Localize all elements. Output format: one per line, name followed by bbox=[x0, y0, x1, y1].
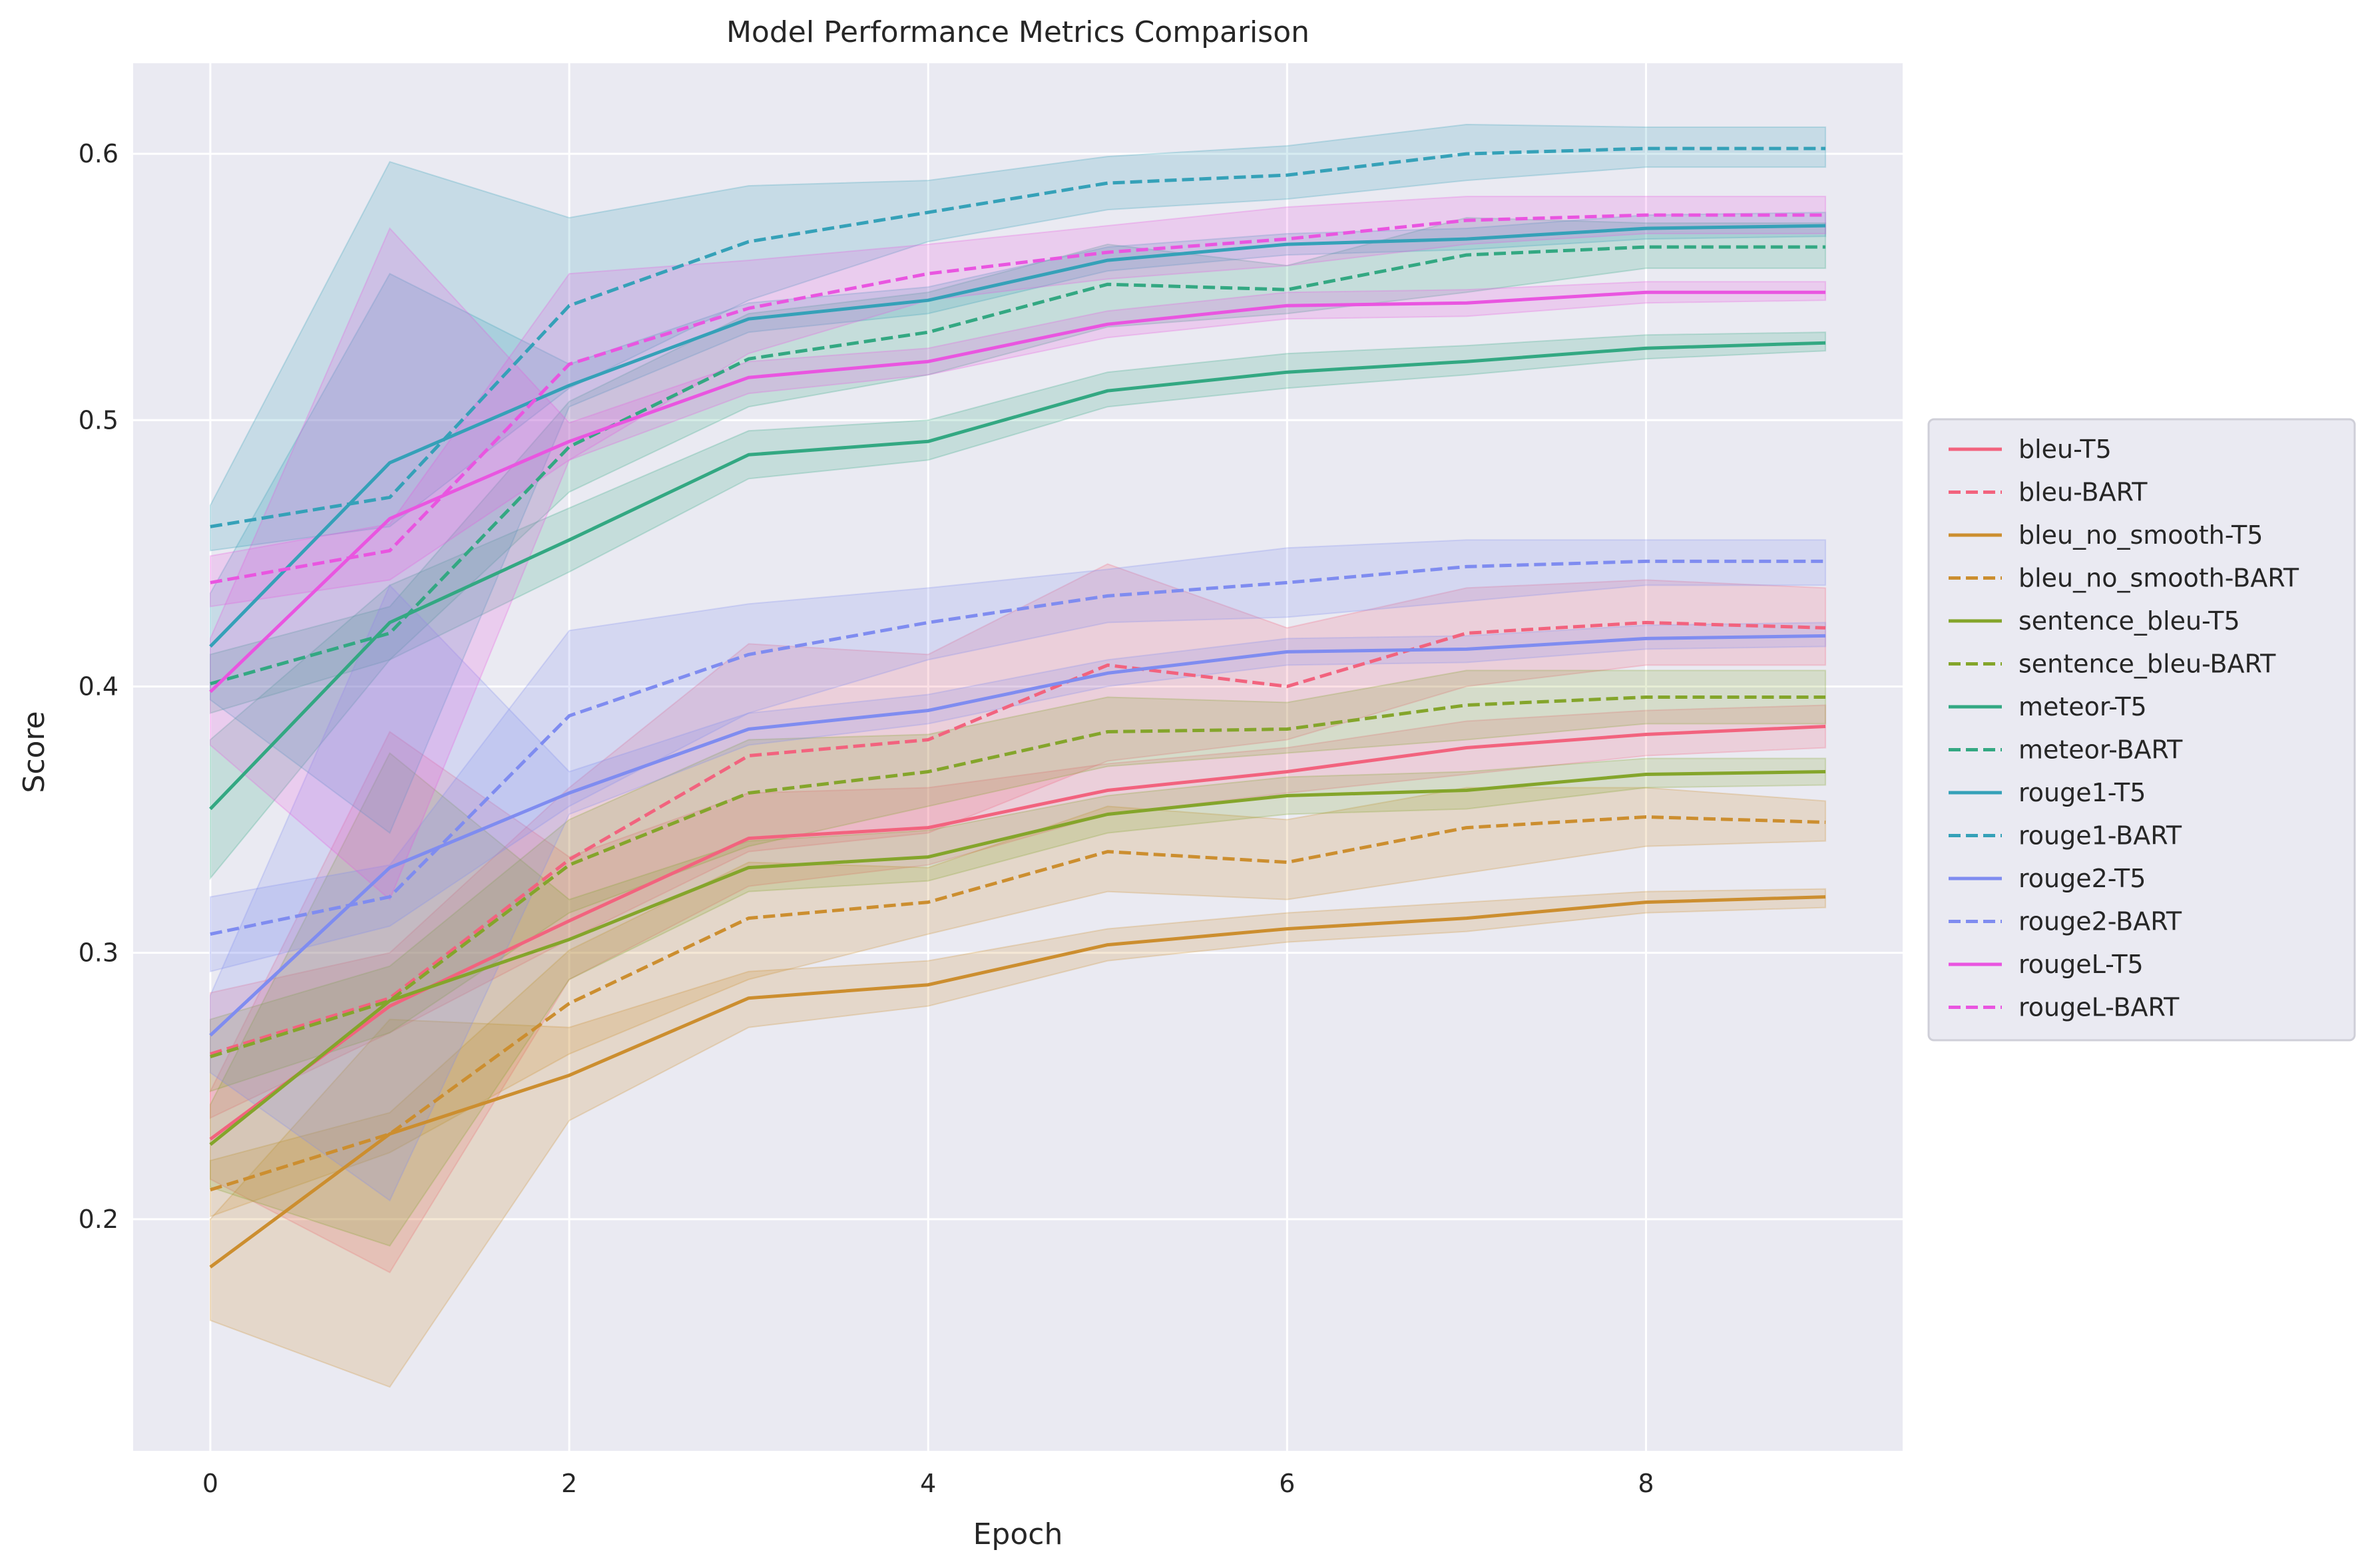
band-sentence-bleu-t5 bbox=[209, 751, 1827, 1247]
series-lines bbox=[209, 146, 1826, 1269]
x-tick-label: 0 bbox=[202, 1469, 218, 1498]
band-rouge2-bart bbox=[209, 539, 1827, 972]
series-line-rougel-t5 bbox=[209, 290, 1826, 693]
grid-lines bbox=[133, 63, 1903, 1451]
y-axis-label: Score bbox=[17, 711, 51, 793]
band-rouge1-bart bbox=[209, 123, 1827, 552]
y-tick-label: 0.6 bbox=[79, 139, 118, 168]
legend-label-rouge2-bart: rouge2-BART bbox=[2018, 907, 2182, 936]
legend-label-sentence-bleu-bart: sentence_bleu-BART bbox=[2018, 650, 2276, 679]
legend-label-rouge2-t5: rouge2-T5 bbox=[2018, 864, 2146, 893]
series-line-rouge1-t5 bbox=[209, 224, 1826, 648]
band-bleu-bart bbox=[209, 563, 1827, 1119]
legend-label-bleu-bart: bleu-BART bbox=[2018, 478, 2148, 507]
band-meteor-t5 bbox=[209, 331, 1827, 881]
series-line-rouge2-t5 bbox=[209, 634, 1826, 1037]
band-sentence-bleu-bart bbox=[209, 670, 1827, 1093]
legend-label-rougel-bart: rougeL-BART bbox=[2018, 993, 2180, 1022]
band-bleu-no-smooth-t5 bbox=[209, 888, 1827, 1388]
series-line-rougel-bart bbox=[210, 213, 1826, 584]
y-tick-label: 0.4 bbox=[79, 672, 118, 701]
series-line-meteor-t5 bbox=[209, 341, 1826, 811]
legend[interactable]: bleu-T5 bleu-BART bleu_no_smooth-T5 bleu_no… bbox=[1927, 418, 2356, 1042]
x-tick-label: 4 bbox=[920, 1469, 936, 1498]
legend-label-rouge1-t5: rouge1-T5 bbox=[2018, 778, 2146, 807]
legend-label-bleu-no-smooth-bart: bleu_no_smooth-BART bbox=[2018, 564, 2299, 593]
x-axis-label: Epoch bbox=[973, 1517, 1063, 1551]
series-line-bleu-no-smooth-t5 bbox=[209, 895, 1826, 1269]
series-line-bleu-no-smooth-bart bbox=[210, 815, 1826, 1192]
series-line-sentence-bleu-bart bbox=[210, 695, 1826, 1059]
legend-box bbox=[1927, 418, 2356, 1042]
legend-label-sentence-bleu-t5: sentence_bleu-T5 bbox=[2018, 606, 2240, 636]
chart-title: Model Performance Metrics Comparison bbox=[726, 15, 1309, 49]
x-tick-label: 2 bbox=[561, 1469, 577, 1498]
band-meteor-bart bbox=[209, 217, 1827, 714]
y-tick-labels: 0.2 0.3 0.4 0.5 0.6 bbox=[79, 139, 118, 1234]
legend-items: bleu-T5 bleu-BART bleu_no_smooth-T5 bleu_no… bbox=[1949, 435, 2299, 1022]
x-tick-label: 8 bbox=[1638, 1469, 1654, 1498]
x-tick-labels: 0 2 4 6 8 bbox=[202, 1469, 1654, 1498]
y-tick-label: 0.5 bbox=[79, 405, 118, 435]
legend-label-bleu-no-smooth-t5: bleu_no_smooth-T5 bbox=[2018, 520, 2263, 550]
series-line-sentence-bleu-t5 bbox=[209, 770, 1826, 1146]
series-line-bleu-bart bbox=[210, 620, 1826, 1056]
legend-label-rouge1-bart: rouge1-BART bbox=[2018, 821, 2182, 851]
y-tick-label: 0.2 bbox=[79, 1205, 118, 1234]
y-tick-label: 0.3 bbox=[79, 938, 118, 968]
series-line-rouge2-bart bbox=[210, 559, 1826, 936]
series-line-rouge1-bart bbox=[210, 146, 1826, 528]
legend-label-rougel-t5: rougeL-T5 bbox=[2018, 950, 2144, 979]
legend-label-bleu-t5: bleu-T5 bbox=[2018, 435, 2112, 464]
band-rougel-t5 bbox=[209, 227, 1827, 901]
band-rouge2-t5 bbox=[209, 584, 1827, 1202]
series-line-bleu-t5 bbox=[209, 725, 1826, 1141]
legend-label-meteor-t5: meteor-T5 bbox=[2018, 692, 2147, 721]
series-line-meteor-bart bbox=[210, 245, 1826, 686]
x-tick-label: 6 bbox=[1279, 1469, 1295, 1498]
legend-label-meteor-bart: meteor-BART bbox=[2018, 735, 2183, 765]
band-rougel-bart bbox=[209, 196, 1827, 608]
